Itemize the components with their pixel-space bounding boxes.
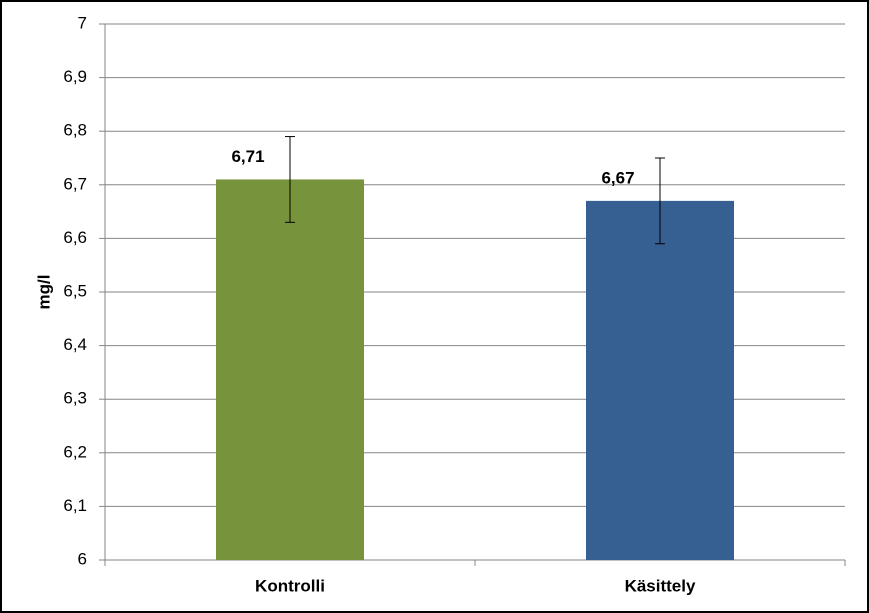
y-tick-label: 6 <box>78 549 87 568</box>
y-tick-label: 6,6 <box>63 228 87 247</box>
y-tick-label: 7 <box>78 13 87 32</box>
bar <box>586 200 734 560</box>
x-tick-label: Käsittely <box>625 576 696 595</box>
y-tick-label: 6,1 <box>63 496 87 515</box>
y-tick-label: 6,4 <box>63 335 87 354</box>
y-tick-label: 6,3 <box>63 389 87 408</box>
x-tick-label: Kontrolli <box>255 576 325 595</box>
y-tick-label: 6,8 <box>63 121 87 140</box>
y-tick-label: 6,5 <box>63 281 87 300</box>
y-tick-label: 6,7 <box>63 174 87 193</box>
y-tick-label: 6,9 <box>63 67 87 86</box>
data-label: 6,67 <box>601 168 634 187</box>
data-label: 6,71 <box>231 147 264 166</box>
bar <box>216 179 364 560</box>
y-tick-label: 6,2 <box>63 442 87 461</box>
y-axis-label: mg/l <box>34 275 53 310</box>
